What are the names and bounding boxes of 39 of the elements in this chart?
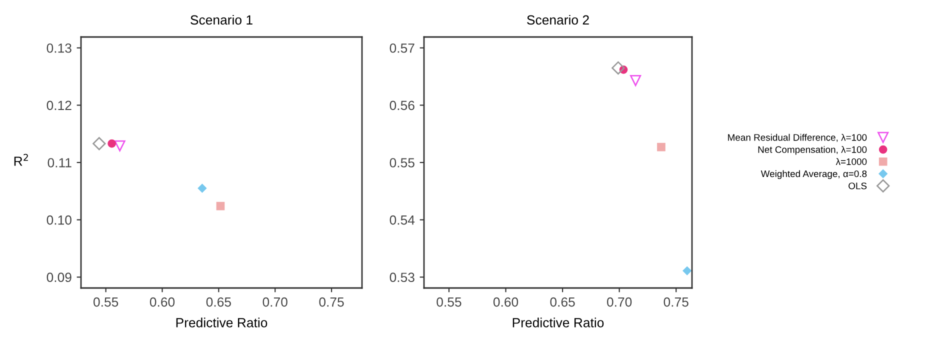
y-tick-label: 0.53 — [390, 272, 414, 282]
point — [108, 139, 116, 148]
x-tick-label: 0.75 — [664, 297, 688, 307]
x-tick-label: 0.55 — [94, 297, 118, 307]
x-tick-label: 0.60 — [150, 297, 175, 307]
point — [198, 184, 207, 193]
y-tick-label: 0.54 — [390, 215, 415, 225]
point — [682, 266, 692, 276]
x-tick-label: 0.65 — [550, 297, 575, 307]
legend-label: Net Compensation, λ=100 — [758, 146, 867, 155]
y-tick-label: 0.12 — [46, 100, 72, 110]
x-tick-label: 0.55 — [436, 297, 462, 307]
point — [216, 202, 225, 210]
chart-title: Scenario 2 — [527, 14, 589, 25]
y-tick-label: 0.10 — [46, 215, 72, 225]
x-tick-label: 0.60 — [493, 297, 518, 307]
x-axis-title: Predictive Ratio — [512, 318, 604, 328]
y-tick-label: 0.56 — [390, 100, 414, 110]
legend-label: Mean Residual Difference, λ=100 — [728, 134, 867, 142]
y-axis-title: R$^{2}$ — [14, 154, 28, 166]
y-tick-label: 0.09 — [46, 272, 72, 282]
point — [114, 140, 126, 152]
x-tick-label: 0.75 — [319, 297, 344, 307]
y-tick-label: 0.13 — [46, 43, 72, 53]
legend-label: λ=1000 — [836, 158, 867, 166]
x-axis-title: Predictive Ratio — [176, 318, 268, 328]
point — [657, 142, 666, 152]
point — [92, 137, 106, 150]
chart-title: Scenario 1 — [190, 14, 252, 25]
y-tick-label: 0.11 — [48, 158, 72, 168]
y-tick-label: 0.57 — [390, 43, 414, 53]
point — [612, 61, 625, 75]
x-tick-label: 0.70 — [607, 297, 632, 307]
y-tick-label: 0.55 — [390, 158, 414, 168]
x-tick-label: 0.70 — [262, 297, 288, 307]
legend-label: Weighted Average, α=0.8 — [760, 170, 867, 180]
x-tick-label: 0.65 — [206, 297, 231, 307]
point — [630, 74, 642, 86]
legend-label: OLS — [848, 182, 867, 190]
